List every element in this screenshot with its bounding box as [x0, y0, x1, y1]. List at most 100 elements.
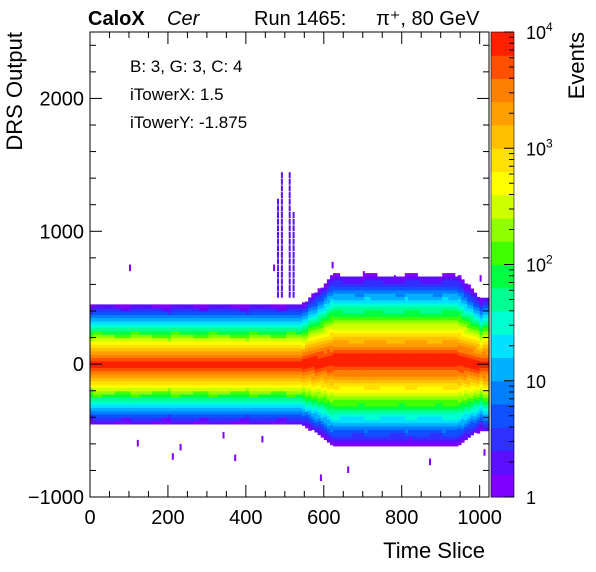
heatmap-cell: [286, 364, 291, 368]
heatmap-cell: [149, 304, 153, 309]
heatmap-cell: [118, 370, 122, 375]
heatmap-cell: [167, 304, 172, 309]
heatmap-cell: [270, 410, 275, 415]
heatmap-cell: [326, 312, 331, 317]
heatmap-cell: [395, 279, 400, 284]
heatmap-cell: [118, 317, 122, 322]
heatmap-cell: [398, 372, 403, 377]
heatmap-cell: [264, 324, 269, 329]
heatmap-cell: [280, 384, 284, 388]
heatmap-cell: [261, 304, 266, 309]
heatmap-cell: [308, 423, 312, 428]
heatmap-cell: [457, 315, 462, 319]
heatmap-cell: [342, 389, 347, 394]
heatmap-cell: [180, 347, 185, 352]
heatmap-cell: [432, 346, 437, 351]
heatmap-cell: [124, 377, 128, 382]
heatmap-cell: [118, 410, 122, 415]
heatmap-cell: [414, 316, 418, 321]
heatmap-cell: [389, 313, 393, 317]
heatmap-cell: [280, 347, 284, 352]
heatmap-cell: [111, 414, 116, 418]
heatmap-cell: [214, 314, 219, 319]
heatmap-cell: [308, 314, 312, 318]
heatmap-cell: [255, 364, 259, 368]
heatmap-cell: [411, 276, 415, 281]
heatmap-cell: [199, 360, 203, 365]
heatmap-cell: [273, 370, 278, 375]
heatmap-cell: [249, 337, 253, 342]
heatmap-cell: [445, 303, 450, 307]
heatmap-cell: [124, 307, 128, 312]
heatmap-cell: [292, 307, 297, 312]
heatmap-cell: [236, 370, 241, 375]
heatmap-cell: [164, 370, 169, 375]
heatmap-cell: [171, 364, 175, 368]
heatmap-cell: [164, 344, 169, 349]
heatmap-cell: [408, 396, 412, 400]
heatmap-cell: [342, 386, 347, 390]
heatmap-cell: [99, 350, 104, 355]
heatmap-cell: [258, 307, 262, 312]
heatmap-cell: [439, 432, 443, 437]
heatmap-cell: [242, 390, 247, 395]
heatmap-cell: [351, 349, 356, 354]
heatmap-cell: [317, 311, 322, 316]
heatmap-cell: [220, 350, 225, 355]
heatmap-cell: [196, 407, 200, 412]
heatmap-cell: [398, 376, 403, 380]
heatmap-cell: [124, 347, 128, 352]
heatmap-cell: [111, 357, 116, 362]
heatmap-cell: [230, 311, 234, 315]
heatmap-cell: [267, 414, 272, 418]
heatmap-cell: [236, 307, 241, 312]
heatmap-cell: [124, 400, 128, 405]
heatmap-cell: [364, 313, 368, 317]
heatmap-cell: [186, 377, 191, 382]
heatmap-cell: [220, 344, 225, 349]
heatmap-cell: [133, 394, 138, 398]
heatmap-cell: [196, 327, 200, 332]
heatmap-cell: [454, 396, 459, 400]
heatmap-cell: [143, 417, 147, 422]
heatmap-cell: [370, 296, 375, 301]
heatmap-cell: [379, 399, 384, 404]
heatmap-cell: [383, 283, 387, 287]
heatmap-cell: [96, 324, 100, 329]
heatmap-cell: [401, 382, 406, 387]
heatmap-cell: [230, 387, 234, 392]
heatmap-cell: [286, 397, 291, 402]
heatmap-cell: [283, 350, 287, 355]
heatmap-cell: [448, 356, 453, 361]
heatmap-cell: [426, 342, 431, 347]
heatmap-cell: [411, 416, 415, 420]
heatmap-cell: [379, 362, 384, 367]
heatmap-cell: [239, 321, 244, 325]
heatmap-cell: [308, 377, 312, 381]
heatmap-cell: [205, 357, 209, 362]
heatmap-cell: [386, 372, 390, 377]
heatmap-cell: [164, 330, 169, 335]
heatmap-cell: [367, 392, 372, 397]
heatmap-cell: [139, 370, 144, 375]
heatmap-cell: [224, 417, 228, 422]
heatmap-cell: [108, 327, 113, 332]
heatmap-cell: [330, 285, 334, 290]
heatmap-cell: [133, 364, 138, 368]
heatmap-cell: [445, 419, 450, 424]
heatmap-cell: [454, 309, 459, 314]
heatmap-cell: [277, 380, 281, 385]
heatmap-cell: [286, 407, 291, 412]
heatmap-cell: [305, 361, 309, 366]
heatmap-cell: [320, 294, 325, 299]
heatmap-cell: [389, 409, 393, 414]
heatmap-cell: [220, 384, 225, 388]
heatmap-cell: [205, 360, 209, 365]
heatmap-cell: [249, 360, 253, 365]
heatmap-cell: [270, 327, 275, 332]
heatmap-cell: [192, 374, 197, 378]
heatmap-cell: [326, 385, 331, 390]
heatmap-cell: [152, 314, 156, 319]
heatmap-cell: [423, 336, 428, 341]
heatmap-cell: [252, 420, 256, 425]
